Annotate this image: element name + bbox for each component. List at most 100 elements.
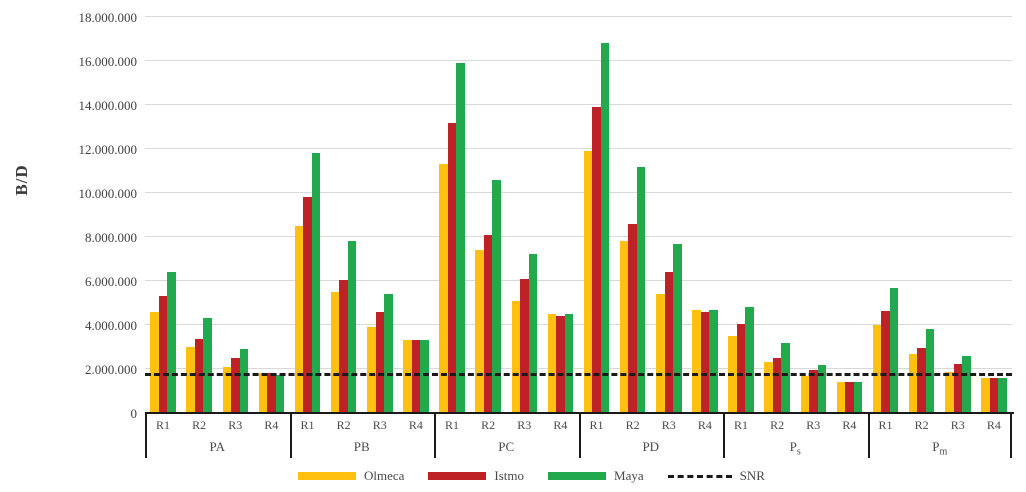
bar-maya-PD-R1 xyxy=(600,43,610,413)
bar-istmo-PB-R2 xyxy=(339,279,348,413)
bar-istmo-PD-R3 xyxy=(664,272,674,413)
bar-maya-PB-R2 xyxy=(347,241,357,413)
bar-olmeca-PC-R2 xyxy=(475,250,484,413)
category-label-PB-R3: R3 xyxy=(372,418,387,432)
category-label-PD-R2: R2 xyxy=(625,418,640,432)
category-label-Pm-R1: R1 xyxy=(878,418,893,432)
bar-olmeca-PB-R4 xyxy=(403,340,412,413)
gridline xyxy=(145,368,1012,369)
bar-istmo-PA-R3 xyxy=(231,358,240,413)
bar-maya-PB-R3 xyxy=(384,294,393,413)
bar-istmo-Pm-R2 xyxy=(917,348,926,413)
bar-maya-PC-R2 xyxy=(492,179,501,413)
bar-maya-PA-R1 xyxy=(167,272,176,413)
category-label-PC-R4: R4 xyxy=(553,418,568,432)
bar-istmo-Ps-R4 xyxy=(845,382,854,413)
bar-istmo-PB-R1 xyxy=(303,197,312,413)
y-tick-label: 12.000.000 xyxy=(78,141,138,157)
category-label-PC-R2: R2 xyxy=(481,418,496,432)
bar-olmeca-Ps-R2 xyxy=(764,362,773,413)
y-tick-label: 2.000.000 xyxy=(85,361,137,377)
bar-istmo-PC-R3 xyxy=(520,278,529,413)
category-divider xyxy=(145,413,147,458)
bar-istmo-PC-R4 xyxy=(556,316,565,413)
category-label-Ps-R1: R1 xyxy=(734,418,749,432)
bar-istmo-PD-R4 xyxy=(700,311,710,413)
bar-istmo-PB-R3 xyxy=(375,311,385,413)
bar-olmeca-Ps-R4 xyxy=(836,382,846,413)
category-label-Pm-R4: R4 xyxy=(986,418,1001,432)
gridline xyxy=(145,16,1012,17)
bar-olmeca-Pm-R2 xyxy=(908,353,918,413)
gridline xyxy=(145,324,1012,325)
legend-swatch-snr-dashed-line xyxy=(667,474,732,478)
bar-istmo-Pm-R3 xyxy=(953,363,963,413)
bar-olmeca-PA-R3 xyxy=(222,366,232,413)
category-divider xyxy=(1010,413,1012,458)
group-label-PB: PB xyxy=(353,439,370,454)
group-label-PC: PC xyxy=(498,439,515,454)
bar-maya-PB-R4 xyxy=(420,340,429,413)
bar-istmo-Pm-R1 xyxy=(881,310,890,413)
bar-istmo-PB-R4 xyxy=(411,340,421,413)
category-label-Ps-R2: R2 xyxy=(770,418,785,432)
bar-maya-Ps-R3 xyxy=(817,364,827,413)
bar-olmeca-PB-R1 xyxy=(294,226,304,413)
category-label-PB-R4: R4 xyxy=(408,418,423,432)
category-divider xyxy=(867,413,870,458)
bar-maya-PC-R4 xyxy=(564,314,574,413)
category-label-PC-R3: R3 xyxy=(517,418,532,432)
bar-maya-Pm-R1 xyxy=(889,287,899,413)
bar-maya-Ps-R4 xyxy=(853,382,863,413)
bar-maya-PA-R3 xyxy=(239,349,249,413)
category-label-PA-R4: R4 xyxy=(264,418,279,432)
gridline xyxy=(145,148,1012,149)
legend-item-maya: Maya xyxy=(548,468,644,484)
y-tick-label: 6.000.000 xyxy=(85,273,137,289)
y-tick-label: 0 xyxy=(130,405,138,421)
bar-olmeca-Pm-R1 xyxy=(872,325,882,413)
bar-maya-Pm-R2 xyxy=(925,329,935,413)
legend-item-olmeca: Olmeca xyxy=(298,468,404,484)
category-label-PA-R3: R3 xyxy=(228,418,243,432)
bar-maya-PD-R4 xyxy=(709,309,718,413)
category-divider xyxy=(723,413,725,458)
legend-swatch-maya xyxy=(548,472,607,480)
bar-olmeca-PC-R4 xyxy=(547,314,557,413)
bar-olmeca-PA-R2 xyxy=(186,347,195,413)
bar-maya-Pm-R4 xyxy=(998,377,1007,413)
bar-olmeca-PD-R4 xyxy=(692,309,701,413)
category-label-PA-R1: R1 xyxy=(156,418,171,432)
plot-area xyxy=(145,16,1012,413)
legend: Olmeca Istmo Maya SNR xyxy=(298,468,765,484)
category-divider xyxy=(289,413,292,458)
legend-label: SNR xyxy=(739,468,765,483)
y-tick-label: 8.000.000 xyxy=(85,229,137,245)
bar-istmo-Ps-R3 xyxy=(809,370,818,413)
y-tick-label: 18.000.000 xyxy=(78,9,138,25)
category-label-PD-R1: R1 xyxy=(589,418,604,432)
bar-maya-PA-R4 xyxy=(275,374,285,413)
group-label-PD: PD xyxy=(642,439,660,454)
bar-istmo-PC-R1 xyxy=(447,122,457,413)
bar-olmeca-PA-R1 xyxy=(150,311,159,413)
y-tick-label: 14.000.000 xyxy=(78,97,138,113)
y-tick-label: 4.000.000 xyxy=(85,317,137,333)
gridline xyxy=(145,236,1012,237)
legend-swatch-istmo xyxy=(428,472,487,480)
bar-olmeca-PC-R1 xyxy=(439,164,448,413)
bar-istmo-Ps-R2 xyxy=(772,358,782,413)
category-label-PD-R4: R4 xyxy=(697,418,712,432)
bar-olmeca-PD-R1 xyxy=(583,151,593,413)
bar-istmo-PA-R1 xyxy=(158,296,168,413)
bar-olmeca-PB-R3 xyxy=(367,327,376,413)
category-axis-table: R1 R2 R3 R4 PA R1 R2 R3 R4 PB R1 R2 R3 R4 PC R1 R2 R3 R4 PD… xyxy=(145,413,1012,459)
category-label-PD-R3: R3 xyxy=(661,418,676,432)
bar-istmo-PA-R4 xyxy=(267,373,276,413)
bar-maya-Ps-R2 xyxy=(781,342,790,413)
bar-istmo-PA-R2 xyxy=(194,339,204,413)
bar-olmeca-PB-R2 xyxy=(330,292,340,413)
category-label-PC-R1: R1 xyxy=(445,418,460,432)
category-label-PA-R2: R2 xyxy=(192,418,207,432)
bar-istmo-PD-R1 xyxy=(592,107,601,413)
